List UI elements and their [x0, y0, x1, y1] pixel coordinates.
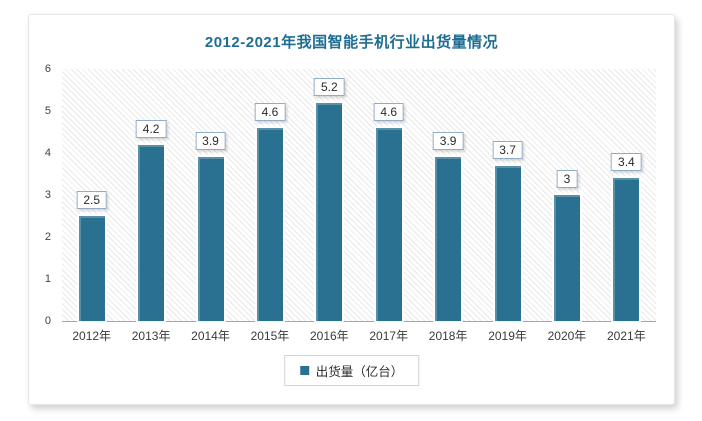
bar-value-label: 4.6	[373, 102, 405, 121]
plot-area: 2.5 4.2 3.9 4.6 5.2 4.6 3.9 3.7 3 3.4	[62, 69, 656, 322]
y-tick-label: 5	[44, 105, 51, 117]
y-tick-label: 3	[44, 189, 51, 201]
y-axis: 0 1 2 3 4 5 6	[29, 63, 55, 327]
bar-value-label: 4.6	[254, 102, 286, 121]
bar-value-label: 3.4	[611, 153, 642, 172]
bar-slot: 4.2	[121, 69, 180, 321]
bar-slot: 3.7	[478, 69, 537, 321]
bar-value-label: 2.5	[76, 191, 108, 209]
y-tick-label: 0	[44, 315, 51, 327]
bar-value-label: 3	[556, 170, 578, 188]
bar-slot: 2.5	[62, 69, 121, 321]
x-tick-label: 2017年	[369, 329, 409, 343]
x-axis: 2012年 2013年 2014年 2015年 2016年 2017年 2018年 2019年…	[62, 327, 656, 344]
bar	[316, 102, 343, 321]
legend-marker-icon	[299, 366, 309, 375]
bar-slot: 5.2	[300, 69, 359, 321]
bar	[138, 144, 165, 321]
bar-slot: 3.4	[597, 69, 656, 321]
bar-slot: 3.9	[418, 69, 477, 321]
legend: 出货量（亿台）	[283, 355, 420, 386]
y-tick-label: 6	[44, 63, 51, 75]
x-tick-label: 2019年	[488, 329, 527, 343]
x-tick-label: 2016年	[309, 329, 349, 343]
bar	[197, 157, 224, 321]
bar-value-label: 3.7	[492, 140, 523, 159]
bar-slot: 3.9	[181, 69, 240, 321]
bar-slot: 4.6	[240, 69, 299, 321]
bar	[494, 165, 521, 321]
bar-value-label: 5.2	[313, 77, 345, 96]
x-tick-label: 2015年	[250, 329, 290, 343]
y-tick-label: 2	[44, 231, 51, 243]
x-tick-label: 2014年	[191, 329, 230, 343]
x-tick-label: 2012年	[72, 329, 112, 343]
x-tick-label: 2021年	[607, 329, 646, 343]
x-tick-label: 2013年	[131, 329, 171, 343]
bar	[613, 178, 640, 321]
y-tick-label: 1	[44, 273, 51, 285]
bar-value-label: 4.2	[135, 119, 167, 138]
x-tick-label: 2020年	[547, 329, 587, 343]
bar	[553, 195, 580, 321]
bar-value-label: 3.9	[195, 132, 226, 151]
bar-value-label: 3.9	[432, 132, 464, 151]
bar	[256, 127, 283, 321]
bar	[78, 216, 105, 321]
chart-title: 2012-2021年我国智能手机行业出货量情况	[204, 34, 499, 51]
bar	[435, 157, 462, 321]
bar-slot: 4.6	[359, 69, 418, 321]
chart-card: 2012-2021年我国智能手机行业出货量情况 0 1 2 3 4 5 6 2.5 4.2 3.…	[28, 14, 675, 405]
bar	[375, 127, 402, 321]
y-tick-label: 4	[44, 147, 51, 159]
bar-slot: 3	[537, 69, 596, 321]
x-tick-label: 2018年	[428, 329, 468, 343]
legend-label: 出货量（亿台）	[315, 365, 404, 379]
